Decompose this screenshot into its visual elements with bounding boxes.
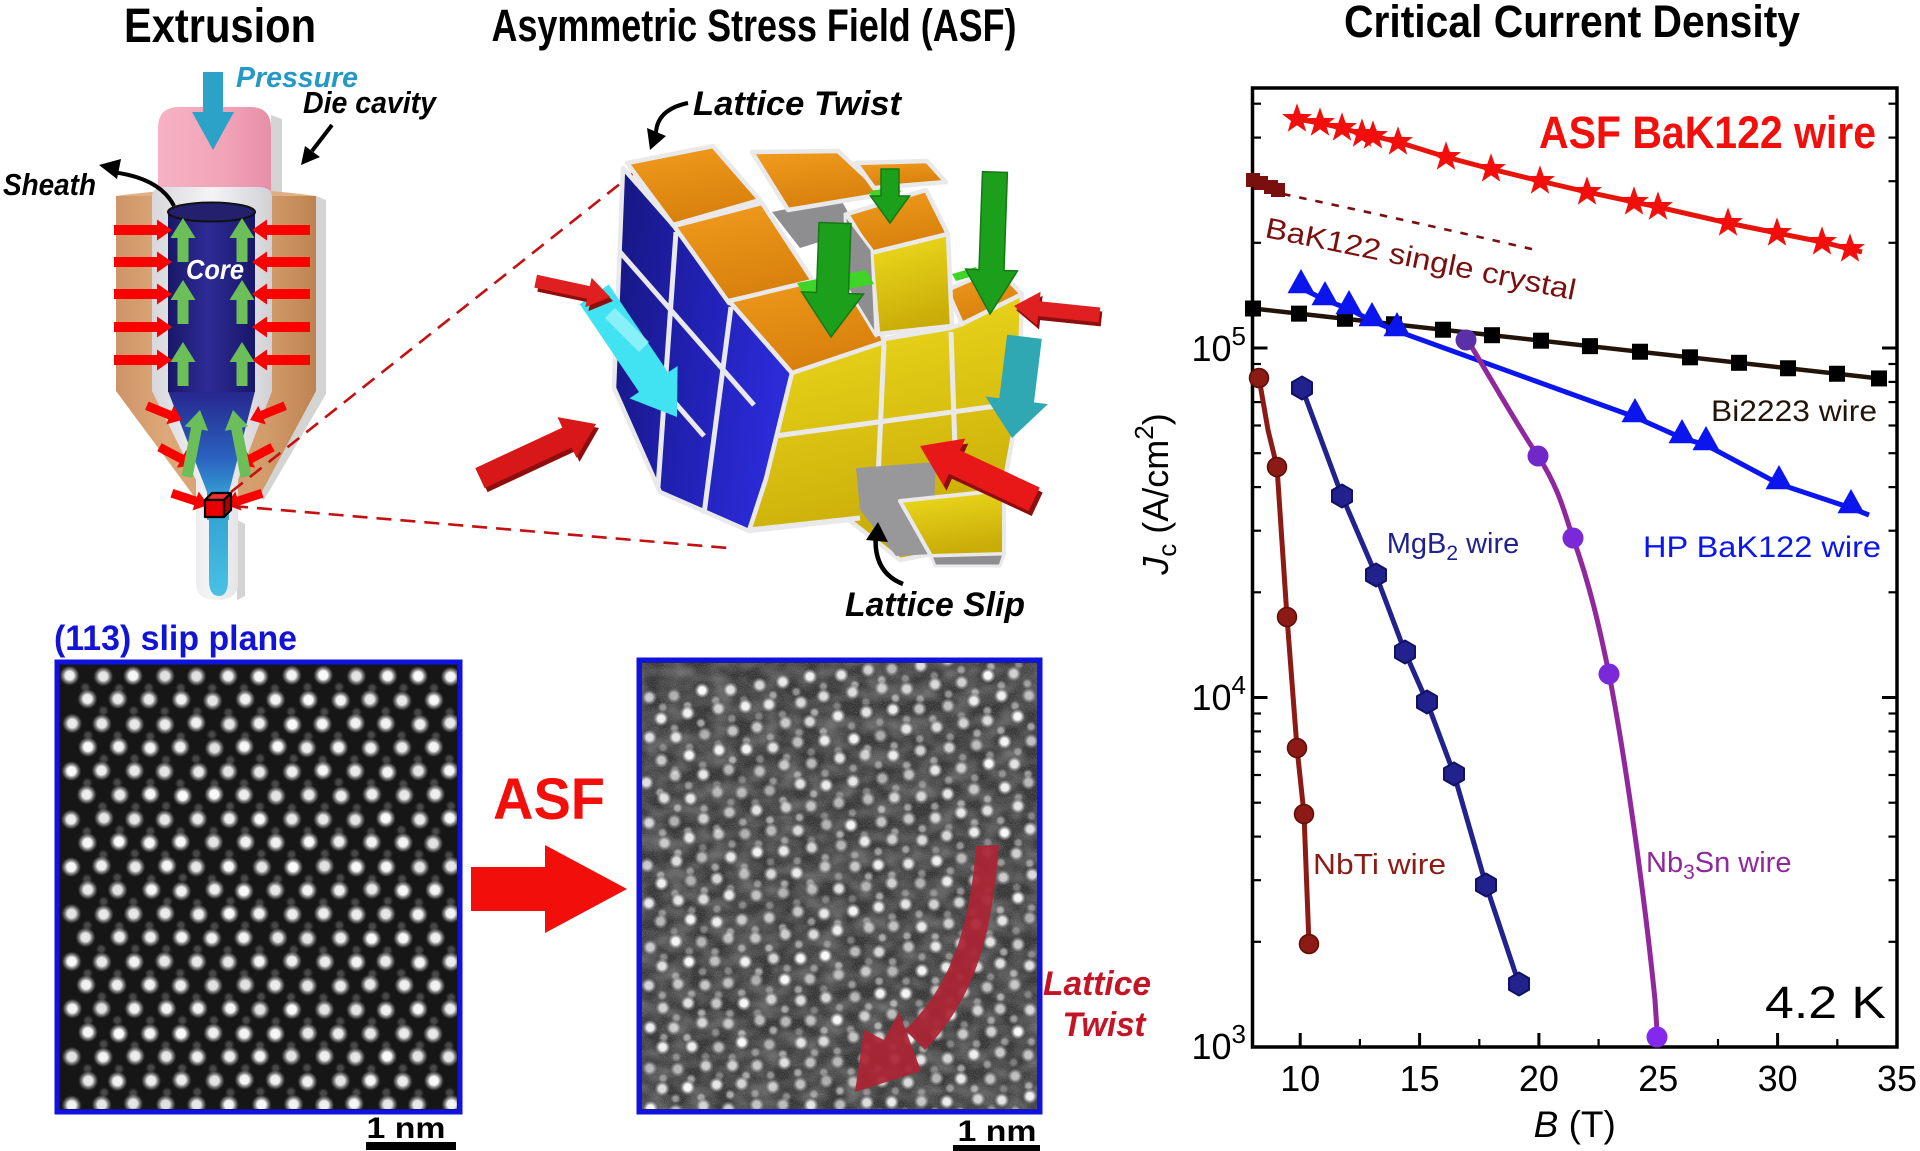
svg-text:Bi2223 wire: Bi2223 wire [1711,395,1877,428]
svg-text:15: 15 [1400,1058,1440,1099]
svg-text:ASF BaK122 wire: ASF BaK122 wire [1539,107,1876,158]
svg-text:Die cavity: Die cavity [303,85,438,120]
svg-text:Critical Current Density: Critical Current Density [1344,0,1800,47]
svg-text:35: 35 [1877,1058,1917,1099]
svg-text:Core: Core [186,254,244,285]
svg-text:Asymmetric Stress Field (ASF): Asymmetric Stress Field (ASF) [492,0,1017,51]
svg-text:20: 20 [1519,1058,1559,1099]
svg-text:Extrusion: Extrusion [124,0,316,53]
svg-text:Nb3Sn wire: Nb3Sn wire [1646,847,1791,884]
svg-text:104: 104 [1191,670,1246,718]
svg-text:Lattice Slip: Lattice Slip [845,586,1025,624]
svg-text:ASF: ASF [493,767,605,832]
svg-text:1 nm: 1 nm [367,1112,446,1145]
svg-text:103: 103 [1191,1019,1246,1067]
svg-text:NbTi wire: NbTi wire [1313,849,1446,881]
svg-text:Pressure: Pressure [236,62,358,94]
svg-text:HP BaK122 wire: HP BaK122 wire [1643,531,1881,564]
svg-text:25: 25 [1638,1058,1678,1099]
svg-text:Sheath: Sheath [3,167,96,202]
svg-text:1 nm: 1 nm [958,1115,1037,1148]
svg-text:4.2 K: 4.2 K [1765,977,1886,1028]
svg-text:30: 30 [1758,1058,1798,1099]
svg-text:B (T): B (T) [1534,1104,1616,1145]
svg-text:105: 105 [1191,321,1246,369]
svg-text:(113) slip plane: (113) slip plane [54,619,297,658]
svg-text:Lattice: Lattice [1043,965,1151,1003]
svg-text:MgB2 wire: MgB2 wire [1387,528,1520,565]
svg-text:Jc (A/cm2): Jc (A/cm2) [1129,413,1182,575]
svg-text:10: 10 [1280,1058,1320,1099]
svg-text:Twist: Twist [1063,1006,1148,1044]
svg-text:Lattice Twist: Lattice Twist [693,85,903,123]
